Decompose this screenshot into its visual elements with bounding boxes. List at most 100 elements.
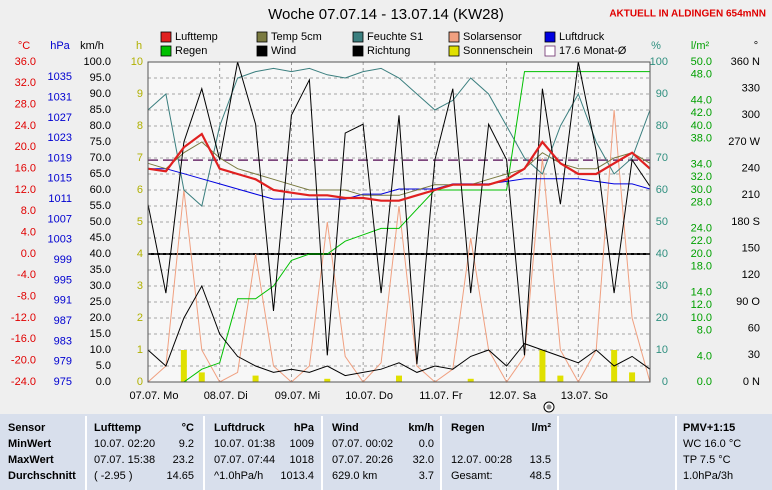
legend-label: Temp 5cm [271, 31, 322, 43]
legend-label: Wind [271, 45, 296, 57]
sunshine-bar [324, 378, 331, 382]
legend-label: Feuchte S1 [367, 31, 423, 43]
table-value: 0.0 [419, 438, 434, 450]
legend-label: Regen [175, 45, 207, 57]
y-tick-label: 1007 [48, 213, 72, 225]
y-tick-label: 30.0 [691, 184, 712, 196]
axis-title: °C [18, 40, 30, 52]
y-tick-label: 4 [137, 248, 143, 260]
y-tick-label: 75.0 [90, 136, 111, 148]
table-value: 1018 [290, 454, 314, 466]
y-tick-label: 90 O [736, 296, 760, 308]
y-tick-label: 35.0 [90, 264, 111, 276]
table-value: 1013.4 [280, 470, 314, 482]
x-tick-label: 13.07. So [561, 390, 608, 402]
table-header: PMV+1:15 [683, 422, 735, 434]
table-cell: 10.07. 01:38 [214, 438, 275, 450]
legend-swatch [448, 45, 460, 57]
axis-title: hPa [50, 40, 70, 52]
y-tick-label: 0.0 [21, 248, 36, 260]
table-header-unit: hPa [294, 422, 315, 434]
y-tick-label: 999 [54, 254, 72, 266]
y-tick-label: 180 S [731, 216, 760, 228]
y-tick-label: 40 [656, 248, 668, 260]
y-tick-label: 60 [748, 323, 760, 335]
y-tick-label: 120 [742, 269, 760, 281]
sunshine-bar [252, 375, 259, 382]
legend-swatch [160, 31, 172, 43]
table-extra: TP 7.5 °C [683, 454, 731, 466]
y-tick-label: 9 [137, 88, 143, 100]
table-value: 9.2 [179, 438, 194, 450]
table-cell: 10.07. 02:20 [94, 438, 155, 450]
y-tick-label: 25.0 [90, 296, 111, 308]
x-tick-label: 12.07. Sa [489, 390, 537, 402]
sunshine-bar [396, 375, 402, 382]
y-tick-label: 30 [656, 280, 668, 292]
y-tick-label: 32.0 [691, 171, 712, 183]
table-header: Luftdruck [214, 422, 266, 434]
y-tick-label: 45.0 [90, 232, 111, 244]
y-tick-label: 991 [54, 295, 72, 307]
x-tick-label: 09.07. Mi [275, 390, 320, 402]
y-tick-label: 8 [137, 120, 143, 132]
table-cell: 12.07. 00:28 [451, 454, 512, 466]
y-tick-label: 1019 [48, 152, 72, 164]
y-tick-label: 5 [137, 216, 143, 228]
plot-frame [147, 61, 651, 383]
legend-label: Solarsensor [463, 31, 522, 43]
y-tick-label: 36.0 [15, 56, 36, 68]
table-header: Wind [332, 422, 359, 434]
table-value: 14.65 [166, 470, 194, 482]
y-tick-label: 1015 [48, 173, 72, 185]
y-tick-label: 270 W [728, 136, 760, 148]
series-line [147, 284, 651, 377]
y-tick-label: 150 [742, 243, 760, 255]
table-value: 32.0 [413, 454, 434, 466]
row-label: MinWert [8, 438, 52, 450]
y-tick-label: 4.0 [21, 227, 36, 239]
axis-title: h [136, 40, 142, 52]
y-tick-label: 2 [137, 312, 143, 324]
chart-title: Woche 07.07.14 - 13.07.14 (KW28) [268, 6, 504, 23]
axis-title: l/m² [691, 40, 710, 52]
y-tick-label: 20.0 [90, 312, 111, 324]
y-tick-label: 1031 [48, 91, 72, 103]
y-tick-label: 12.0 [15, 184, 36, 196]
legend-swatch [352, 31, 364, 43]
row-label: MaxWert [8, 454, 54, 466]
y-tick-label: 8.0 [21, 205, 36, 217]
axis-title: ° [754, 40, 758, 52]
y-tick-label: 95.0 [90, 72, 111, 84]
y-tick-label: -4.0 [17, 269, 36, 281]
y-tick-label: 5.0 [96, 360, 111, 372]
y-tick-label: 14.0 [691, 286, 712, 298]
y-tick-label: 60.0 [90, 184, 111, 196]
y-tick-label: -12.0 [11, 312, 36, 324]
y-tick-label: 300 [742, 109, 760, 121]
y-tick-label: -20.0 [11, 355, 36, 367]
y-tick-label: 4.0 [697, 350, 712, 362]
y-tick-label: 18.0 [691, 261, 712, 273]
y-tick-label: 210 [742, 189, 760, 201]
y-tick-label: 44.0 [691, 94, 712, 106]
station-label: AKTUELL IN ALDINGEN 654mNN [609, 9, 766, 20]
series-line [147, 141, 651, 196]
y-tick-label: 50.0 [90, 216, 111, 228]
y-tick-label: 50.0 [691, 56, 712, 68]
table-cell: 07.07. 15:38 [94, 454, 155, 466]
y-tick-label: 80 [656, 120, 668, 132]
table-header: Sensor [8, 422, 46, 434]
sunshine-bar [180, 350, 187, 382]
table-cell: 629.0 km [332, 470, 377, 482]
y-tick-label: 330 [742, 83, 760, 95]
sunshine-bar [629, 372, 636, 382]
y-tick-label: 983 [54, 335, 72, 347]
y-tick-label: 30 [748, 349, 760, 361]
y-tick-label: 10 [656, 344, 668, 356]
y-tick-label: 30.0 [90, 280, 111, 292]
row-label: Durchschnitt [8, 470, 76, 482]
y-tick-label: 995 [54, 274, 72, 286]
y-tick-label: 20.0 [691, 248, 712, 260]
stats-table [0, 414, 772, 490]
